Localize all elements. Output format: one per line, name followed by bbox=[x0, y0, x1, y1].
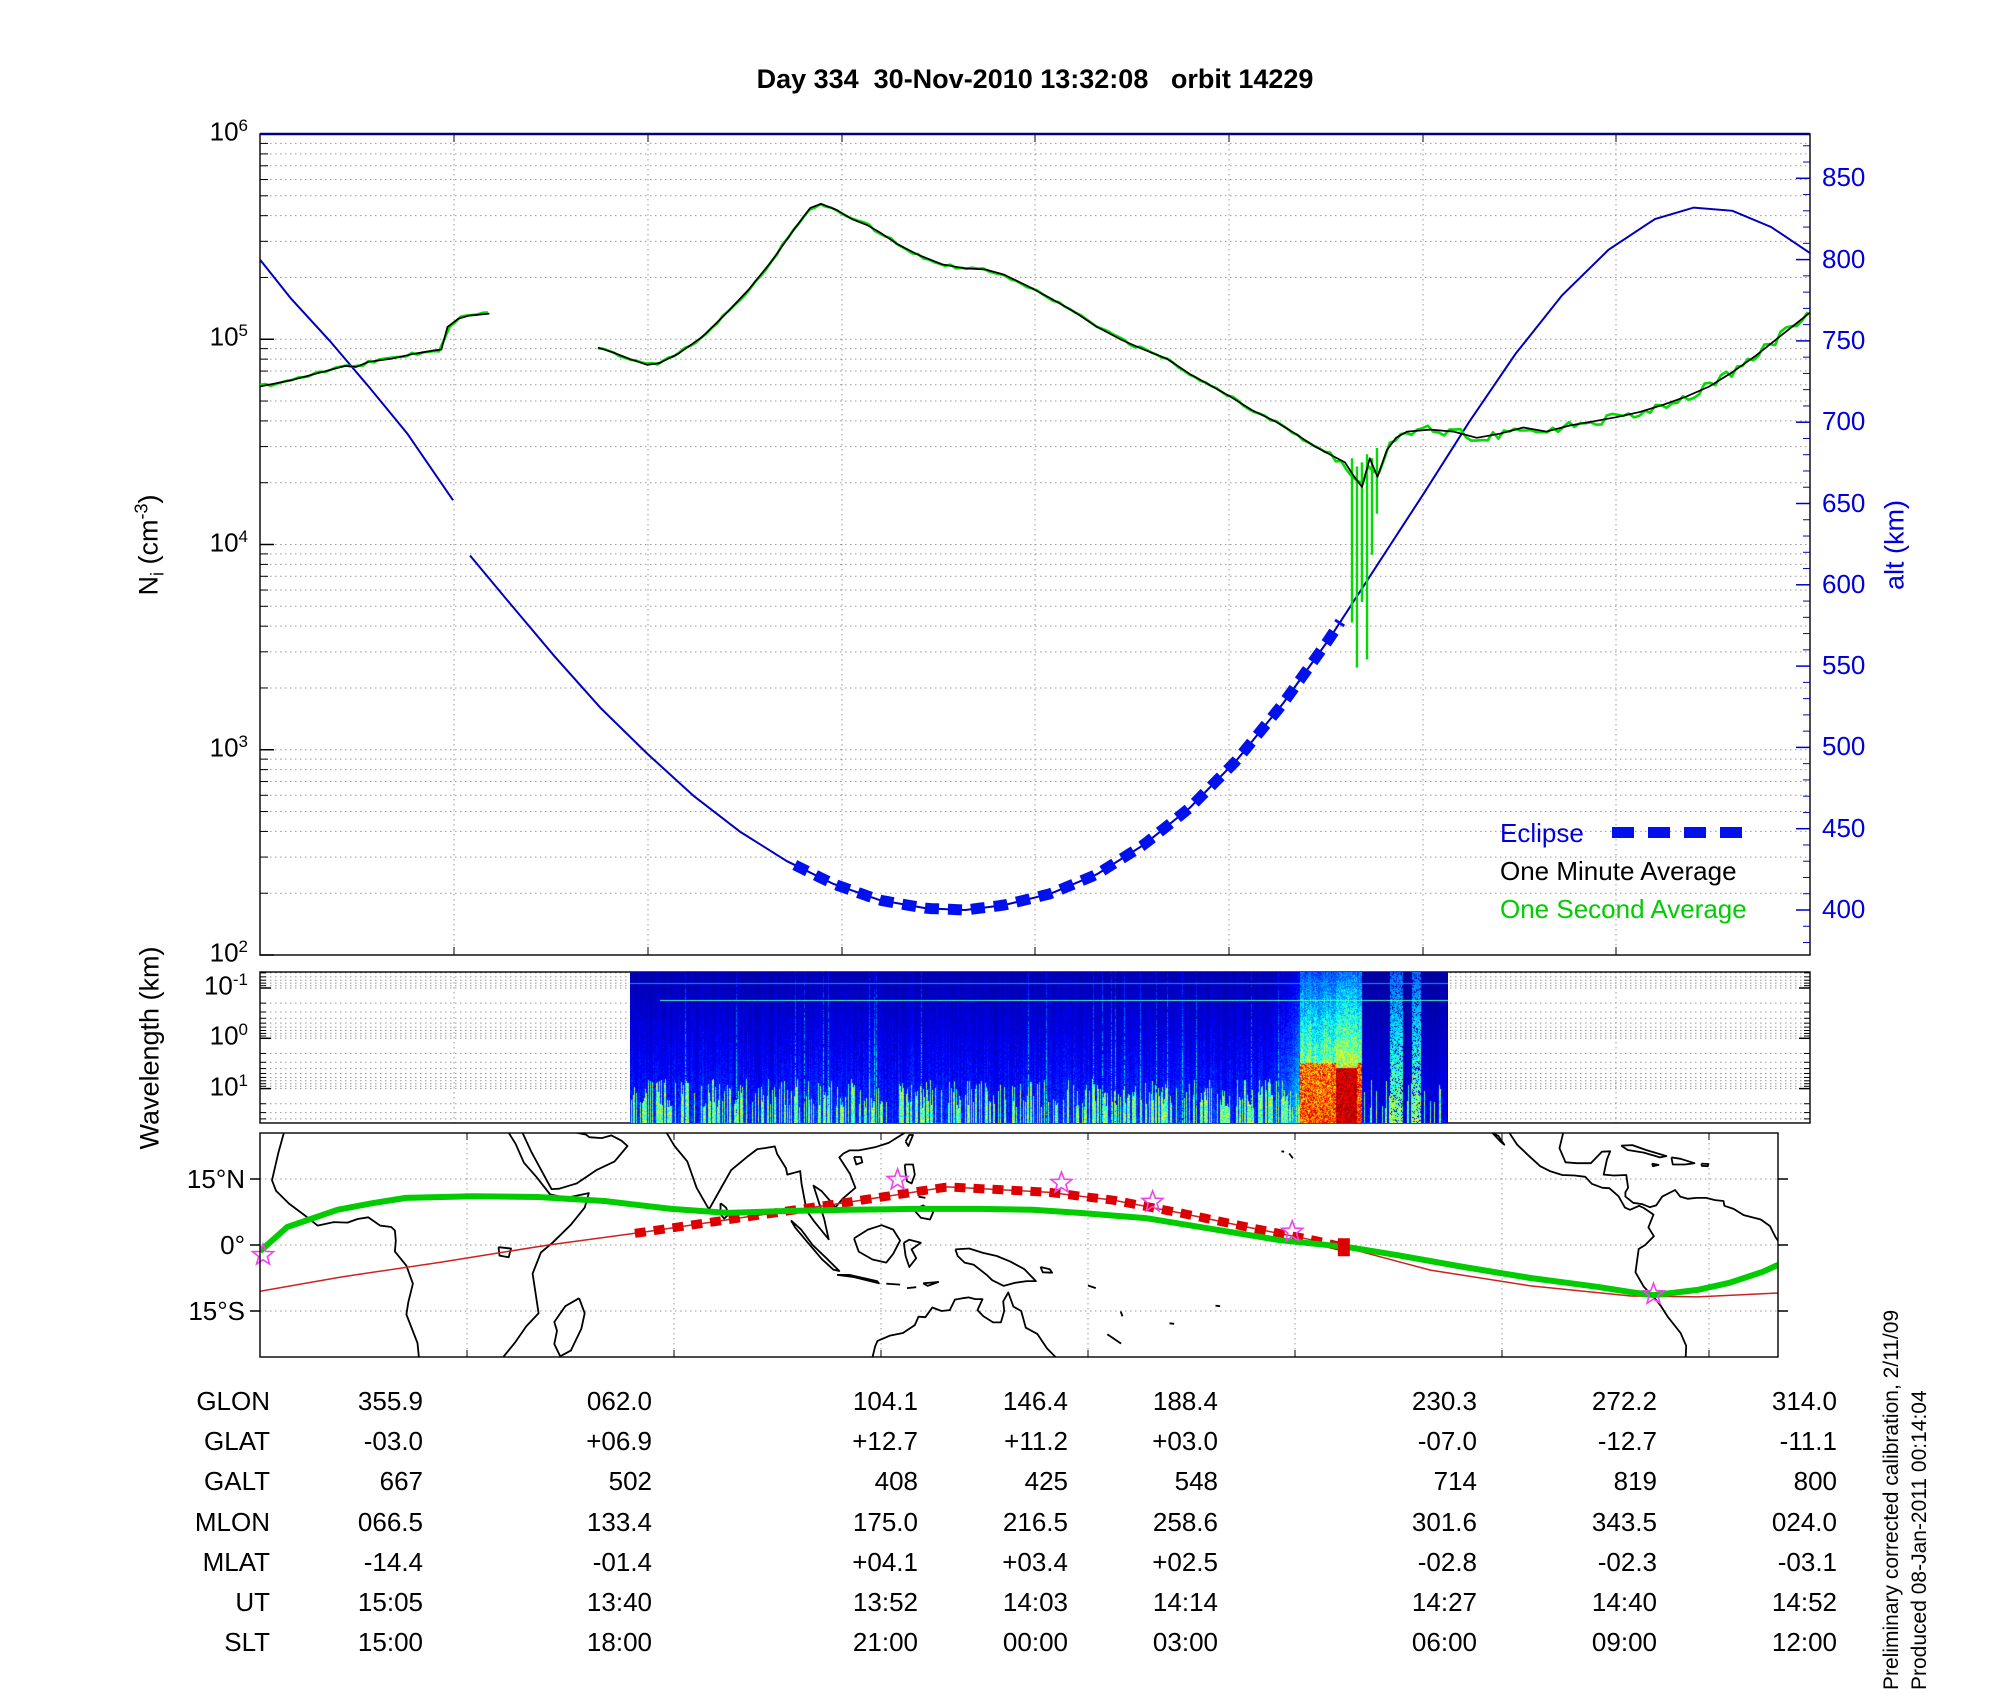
table-cell: 230.3 bbox=[1411, 1386, 1477, 1416]
alt-tick-label: 550 bbox=[1822, 650, 1866, 681]
table-cell: 800 bbox=[1793, 1466, 1837, 1496]
ni-tick-label: 106 bbox=[209, 116, 248, 147]
table-cell: 146.4 bbox=[1002, 1386, 1068, 1416]
wavelength-tick-label: 100 bbox=[209, 1020, 248, 1051]
table-cell: 062.0 bbox=[586, 1386, 652, 1416]
table-cell: 175.0 bbox=[852, 1507, 918, 1537]
ni-tick-label: 102 bbox=[209, 937, 248, 968]
table-cell: 314.0 bbox=[1771, 1386, 1837, 1416]
alt-tick-label: 650 bbox=[1822, 487, 1866, 518]
map-lat-label-15s: 15°S bbox=[188, 1296, 245, 1326]
table-cell: 408 bbox=[874, 1466, 918, 1496]
table-cell: 15:00 bbox=[357, 1627, 423, 1657]
ni-tick-label: 103 bbox=[209, 731, 248, 763]
table-cell: 502 bbox=[608, 1466, 652, 1496]
alt-tick-label: 850 bbox=[1822, 162, 1866, 193]
map-lat-label-0: 0° bbox=[220, 1230, 245, 1260]
wavelength-tick-label: 10-1 bbox=[203, 970, 248, 1001]
map-lat-label-15n: 15°N bbox=[186, 1164, 245, 1194]
table-cell: 18:00 bbox=[586, 1627, 652, 1657]
page-title: Day 334 30-Nov-2010 13:32:08 orbit 14229 bbox=[756, 64, 1314, 94]
table-cell: +03.0 bbox=[1152, 1426, 1218, 1456]
ni-tick-label: 104 bbox=[209, 526, 248, 558]
table-cell: 301.6 bbox=[1411, 1507, 1477, 1537]
table-cell: 15:05 bbox=[357, 1587, 423, 1617]
table-cell: 425 bbox=[1024, 1466, 1068, 1496]
table-cell: -12.7 bbox=[1597, 1426, 1657, 1456]
table-cell: -01.4 bbox=[592, 1547, 652, 1577]
production-annotation: Preliminary corrected calibration, 2/11/… bbox=[1878, 1310, 2000, 1700]
table-row-label: GLAT bbox=[204, 1426, 270, 1456]
legend-eclipse-label: Eclipse bbox=[1500, 818, 1584, 848]
table-cell: -03.0 bbox=[363, 1426, 423, 1456]
table-cell: 066.5 bbox=[357, 1507, 423, 1537]
alt-tick-label: 750 bbox=[1822, 324, 1866, 355]
table-row-label: GLON bbox=[196, 1386, 270, 1416]
table-cell: 819 bbox=[1613, 1466, 1657, 1496]
ni-tick-label: 105 bbox=[209, 321, 248, 352]
table-cell: 09:00 bbox=[1591, 1627, 1657, 1657]
table-cell: 14:52 bbox=[1771, 1587, 1837, 1617]
table-cell: 343.5 bbox=[1591, 1507, 1657, 1537]
table-cell: 06:00 bbox=[1411, 1627, 1477, 1657]
table-row-label: UT bbox=[235, 1587, 270, 1617]
table-cell: 21:00 bbox=[852, 1627, 918, 1657]
legend-one-minute-label: One Minute Average bbox=[1500, 856, 1737, 886]
alt-tick-label: 700 bbox=[1822, 406, 1866, 437]
table-cell: 14:14 bbox=[1152, 1587, 1218, 1617]
table-cell: 355.9 bbox=[357, 1386, 423, 1416]
table-cell: 714 bbox=[1433, 1466, 1477, 1496]
table-row-label: SLT bbox=[224, 1627, 270, 1657]
table-row-label: MLON bbox=[194, 1507, 270, 1537]
table-cell: 13:52 bbox=[852, 1587, 918, 1617]
table-cell: +04.1 bbox=[852, 1547, 918, 1577]
table-cell: -07.0 bbox=[1417, 1426, 1477, 1456]
table-cell: +11.2 bbox=[1004, 1426, 1068, 1456]
table-cell: 024.0 bbox=[1771, 1507, 1837, 1537]
alt-tick-label: 800 bbox=[1822, 243, 1866, 274]
table-cell: -02.3 bbox=[1597, 1547, 1657, 1577]
table-cell: 104.1 bbox=[852, 1386, 918, 1416]
annotation-line-1: Preliminary corrected calibration, 2/11/… bbox=[1880, 1309, 1903, 1690]
table-cell: 667 bbox=[379, 1466, 423, 1496]
table-cell: 12:00 bbox=[1771, 1627, 1837, 1657]
table-row-label: GALT bbox=[204, 1466, 270, 1496]
table-cell: 188.4 bbox=[1152, 1386, 1218, 1416]
table-cell: -11.1 bbox=[1779, 1426, 1837, 1456]
table-cell: 258.6 bbox=[1152, 1507, 1218, 1537]
table-cell: 00:00 bbox=[1002, 1627, 1068, 1657]
wavelength-tick-label: 101 bbox=[209, 1070, 248, 1102]
legend-one-second-label: One Second Average bbox=[1500, 894, 1747, 924]
annotation-line-2: Produced 08-Jan-2011 00:14:04 bbox=[1908, 1390, 1931, 1690]
table-cell: 03:00 bbox=[1152, 1627, 1218, 1657]
table-cell: +03.4 bbox=[1002, 1547, 1068, 1577]
legend-eclipse-dash-sample bbox=[1612, 827, 1742, 838]
table-row-label: MLAT bbox=[202, 1547, 270, 1577]
table-cell: -03.1 bbox=[1777, 1547, 1837, 1577]
alt-tick-label: 500 bbox=[1822, 731, 1866, 762]
table-cell: +12.7 bbox=[852, 1426, 918, 1456]
alt-tick-label: 600 bbox=[1822, 568, 1866, 599]
table-cell: -02.8 bbox=[1417, 1547, 1477, 1577]
table-cell: 14:27 bbox=[1411, 1587, 1477, 1617]
table-cell: +02.5 bbox=[1152, 1547, 1218, 1577]
table-cell: +06.9 bbox=[586, 1426, 652, 1456]
table-cell: 14:40 bbox=[1591, 1587, 1657, 1617]
table-cell: 548 bbox=[1174, 1466, 1218, 1496]
table-cell: 272.2 bbox=[1591, 1386, 1657, 1416]
table-cell: 13:40 bbox=[586, 1587, 652, 1617]
table-cell: -14.4 bbox=[363, 1547, 423, 1577]
table-cell: 216.5 bbox=[1002, 1507, 1068, 1537]
table-cell: 133.4 bbox=[586, 1507, 652, 1537]
alt-tick-label: 400 bbox=[1822, 894, 1866, 924]
spectrogram-image bbox=[630, 972, 1448, 1123]
table-cell: 14:03 bbox=[1002, 1587, 1068, 1617]
alt-tick-label: 450 bbox=[1822, 812, 1866, 843]
